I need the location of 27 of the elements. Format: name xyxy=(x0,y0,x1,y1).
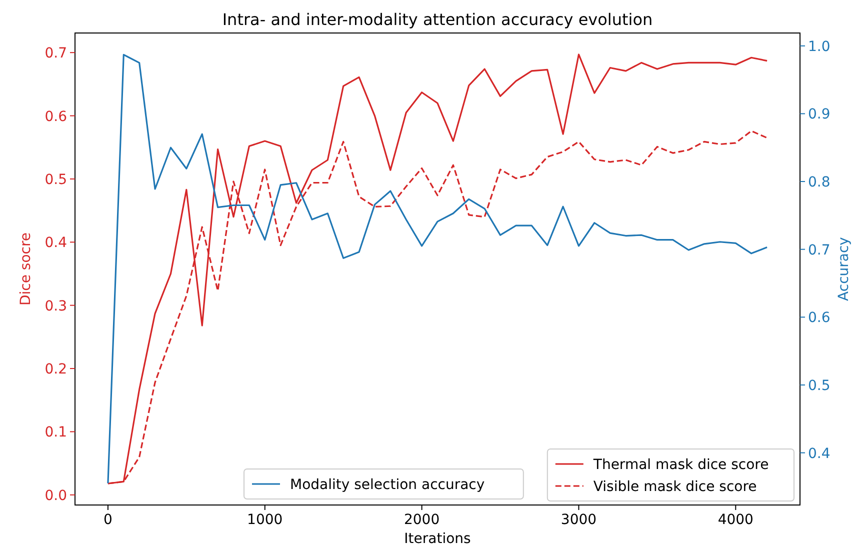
y2-tick-label: 0.4 xyxy=(808,446,830,462)
x-tick-label: 1000 xyxy=(247,512,283,528)
x-tick-label: 0 xyxy=(103,512,112,528)
y-tick-label: 0.6 xyxy=(44,108,68,125)
y-tick-label: 0.3 xyxy=(44,298,67,314)
y2-tick-label: 0.5 xyxy=(808,378,830,394)
chart-title: Intra- and inter-modality attention accuracy evolution xyxy=(222,10,653,29)
y2-tick-label: 0.6 xyxy=(808,310,830,326)
y-tick-label: 0.5 xyxy=(44,172,67,188)
y-axis-title: Dice socre xyxy=(18,232,34,306)
y2-tick-label: 0.8 xyxy=(808,174,830,191)
y-tick-label: 0.2 xyxy=(44,362,67,378)
x-tick-label: 3000 xyxy=(560,512,597,528)
y2-axis-title: Accuracy xyxy=(836,237,852,301)
x-axis-title: Iterations xyxy=(404,531,471,547)
x-tick-label: 2000 xyxy=(404,512,440,528)
y2-tick-label: 0.9 xyxy=(808,106,830,123)
y2-tick-label: 0.7 xyxy=(808,242,830,258)
x-tick-label: 4000 xyxy=(718,512,754,528)
legend-label: Visible mask dice score xyxy=(593,479,757,495)
y2-tick-label: 1.0 xyxy=(808,38,830,55)
y-tick-label: 0.4 xyxy=(44,235,68,252)
y-tick-label: 0.0 xyxy=(44,488,67,504)
y-tick-label: 0.1 xyxy=(44,424,67,441)
y-tick-label: 0.7 xyxy=(44,46,67,62)
legend-label: Thermal mask dice score xyxy=(592,457,769,473)
legend-label: Modality selection accuracy xyxy=(290,477,485,493)
